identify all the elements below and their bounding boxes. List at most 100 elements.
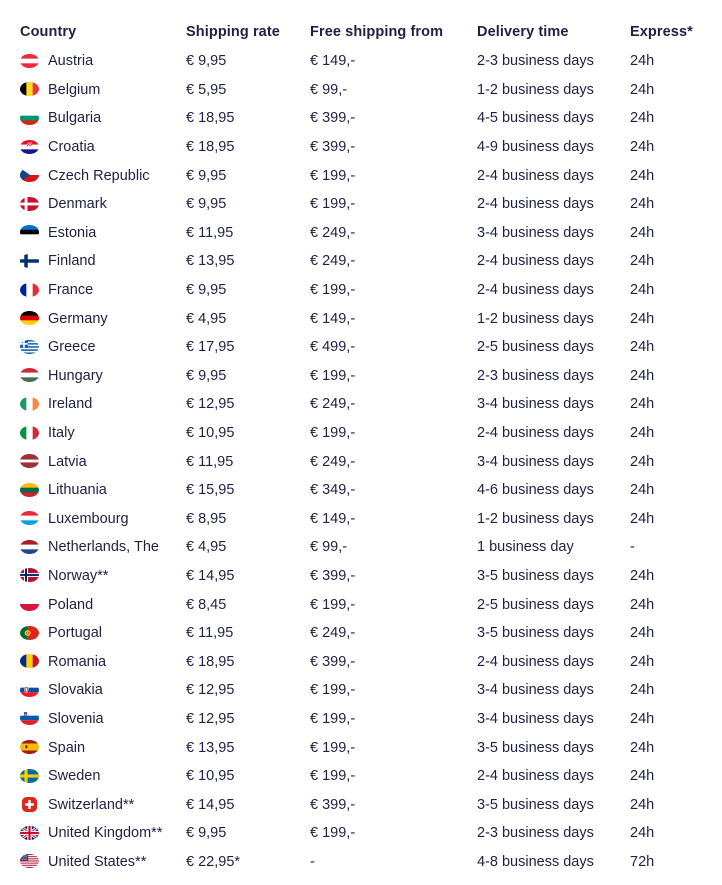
country-cell: Portugal (20, 619, 186, 648)
express-cell: 24h (630, 596, 655, 613)
delivery-time-cell: 2-4 business days (477, 653, 594, 670)
express-cell: 24h (630, 196, 655, 213)
express-cell: 24h (630, 425, 655, 442)
flag-united-states-icon (20, 854, 39, 869)
flag-poland-icon (20, 597, 39, 612)
shipping-rate-cell: € 9,95 (186, 53, 227, 70)
free-shipping-cell: € 99,- (310, 81, 348, 98)
shipping-rate-cell: € 11,95 (186, 453, 234, 470)
country-label: Greece (48, 339, 96, 356)
shipping-rate-cell: € 13,95 (186, 739, 235, 756)
country-cell: Ireland (20, 390, 186, 419)
shipping-rate-cell: € 10,95 (186, 768, 235, 785)
shipping-rate-cell: € 17,95 (186, 339, 235, 356)
country-label: Romania (48, 653, 107, 670)
country-cell: Lithuania (20, 476, 186, 505)
country-label: Czech Republic (48, 167, 150, 184)
country-cell: Bulgaria (20, 104, 186, 133)
table-row: Czech Republic € 9,95 € 199,- 2-4 business … (20, 161, 722, 190)
delivery-time-cell: 3-4 business days (477, 453, 594, 470)
express-cell: 24h (630, 482, 655, 499)
flag-estonia-icon (20, 225, 39, 240)
table-row: Slovakia € 12,95 € 199,- 3-4 business days 2… (20, 676, 722, 705)
free-shipping-cell: € 199,- (310, 682, 356, 699)
express-cell: 24h (630, 110, 655, 127)
country-label: Denmark (48, 196, 107, 213)
country-label: Germany (48, 310, 108, 327)
country-cell: Poland (20, 590, 186, 619)
country-label: Estonia (48, 224, 97, 241)
table-row: Switzerland** € 14,95 € 399,- 3-5 business … (20, 790, 722, 819)
country-cell: Finland (20, 247, 186, 276)
country-cell: Croatia (20, 133, 186, 162)
delivery-time-cell: 3-4 business days (477, 710, 594, 727)
delivery-time-cell: 2-4 business days (477, 167, 594, 184)
country-label: United Kingdom** (48, 825, 163, 842)
country-cell: France (20, 276, 186, 305)
flag-ireland-icon (20, 396, 39, 411)
express-cell: 24h (630, 768, 655, 785)
shipping-rate-cell: € 15,95 (186, 482, 235, 499)
delivery-time-cell: 4-8 business days (477, 853, 594, 870)
shipping-rate-cell: € 22,95* (186, 853, 241, 870)
express-cell: 24h (630, 310, 655, 327)
shipping-rate-cell: € 5,95 (186, 81, 227, 98)
country-label: Luxembourg (48, 510, 129, 527)
country-label: Austria (48, 53, 94, 70)
express-cell: 24h (630, 81, 655, 98)
flag-portugal-icon (20, 625, 39, 640)
table-row: Norway** € 14,95 € 399,- 3-5 business days 2… (20, 562, 722, 591)
column-header-shipping-rate: Shipping rate (186, 23, 280, 40)
column-header-delivery-time: Delivery time (477, 23, 569, 40)
country-shipping-table: Country Shipping rate Free shipping from… (20, 16, 722, 876)
delivery-time-cell: 2-4 business days (477, 282, 594, 299)
delivery-time-cell: 2-4 business days (477, 425, 594, 442)
table-row: Finland € 13,95 € 249,- 2-4 business days 24… (20, 247, 722, 276)
delivery-time-cell: 2-3 business days (477, 825, 594, 842)
country-label: Belgium (48, 81, 101, 98)
shipping-rate-cell: € 9,95 (186, 367, 227, 384)
free-shipping-cell: € 399,- (310, 653, 356, 670)
delivery-time-cell: 1-2 business days (477, 310, 594, 327)
flag-italy-icon (20, 425, 39, 440)
country-label: United States** (48, 853, 147, 870)
delivery-time-cell: 1-2 business days (477, 510, 594, 527)
table-row: Bulgaria € 18,95 € 399,- 4-5 business days 2… (20, 104, 722, 133)
country-cell: Germany (20, 304, 186, 333)
flag-norway-icon (20, 568, 39, 583)
express-cell: 24h (630, 53, 655, 70)
table-row: Poland € 8,45 € 199,- 2-5 business days 24h (20, 590, 722, 619)
delivery-time-cell: 2-4 business days (477, 196, 594, 213)
country-label: Croatia (48, 139, 95, 156)
express-cell: 24h (630, 510, 655, 527)
delivery-time-cell: 3-4 business days (477, 396, 594, 413)
delivery-time-cell: 2-5 business days (477, 339, 594, 356)
shipping-rate-cell: € 12,95 (186, 682, 235, 699)
flag-lithuania-icon (20, 482, 39, 497)
express-cell: 24h (630, 253, 655, 270)
flag-finland-icon (20, 253, 39, 268)
express-cell: 24h (630, 625, 655, 642)
express-cell: 24h (630, 710, 655, 727)
express-cell: 24h (630, 739, 655, 756)
table-row: France € 9,95 € 199,- 2-4 business days 24h (20, 276, 722, 305)
express-cell: 24h (630, 396, 655, 413)
express-cell: 24h (630, 167, 655, 184)
table-row: Sweden € 10,95 € 199,- 2-4 business days 24h (20, 762, 722, 791)
shipping-rate-cell: € 12,95 (186, 710, 235, 727)
country-cell: Estonia (20, 219, 186, 248)
free-shipping-cell: € 199,- (310, 596, 356, 613)
free-shipping-cell: € 199,- (310, 739, 356, 756)
table-row: Estonia € 11,95 € 249,- 3-4 business days 24… (20, 219, 722, 248)
express-cell: 24h (630, 367, 655, 384)
country-cell: Austria (20, 47, 186, 76)
table-row: Romania € 18,95 € 399,- 2-4 business days 24… (20, 647, 722, 676)
country-label: Spain (48, 739, 86, 756)
free-shipping-cell: € 199,- (310, 825, 356, 842)
country-label: Slovenia (48, 710, 104, 727)
shipping-rate-cell: € 13,95 (186, 253, 235, 270)
country-cell: Denmark (20, 190, 186, 219)
free-shipping-cell: € 399,- (310, 110, 356, 127)
country-cell: Belgium (20, 76, 186, 105)
